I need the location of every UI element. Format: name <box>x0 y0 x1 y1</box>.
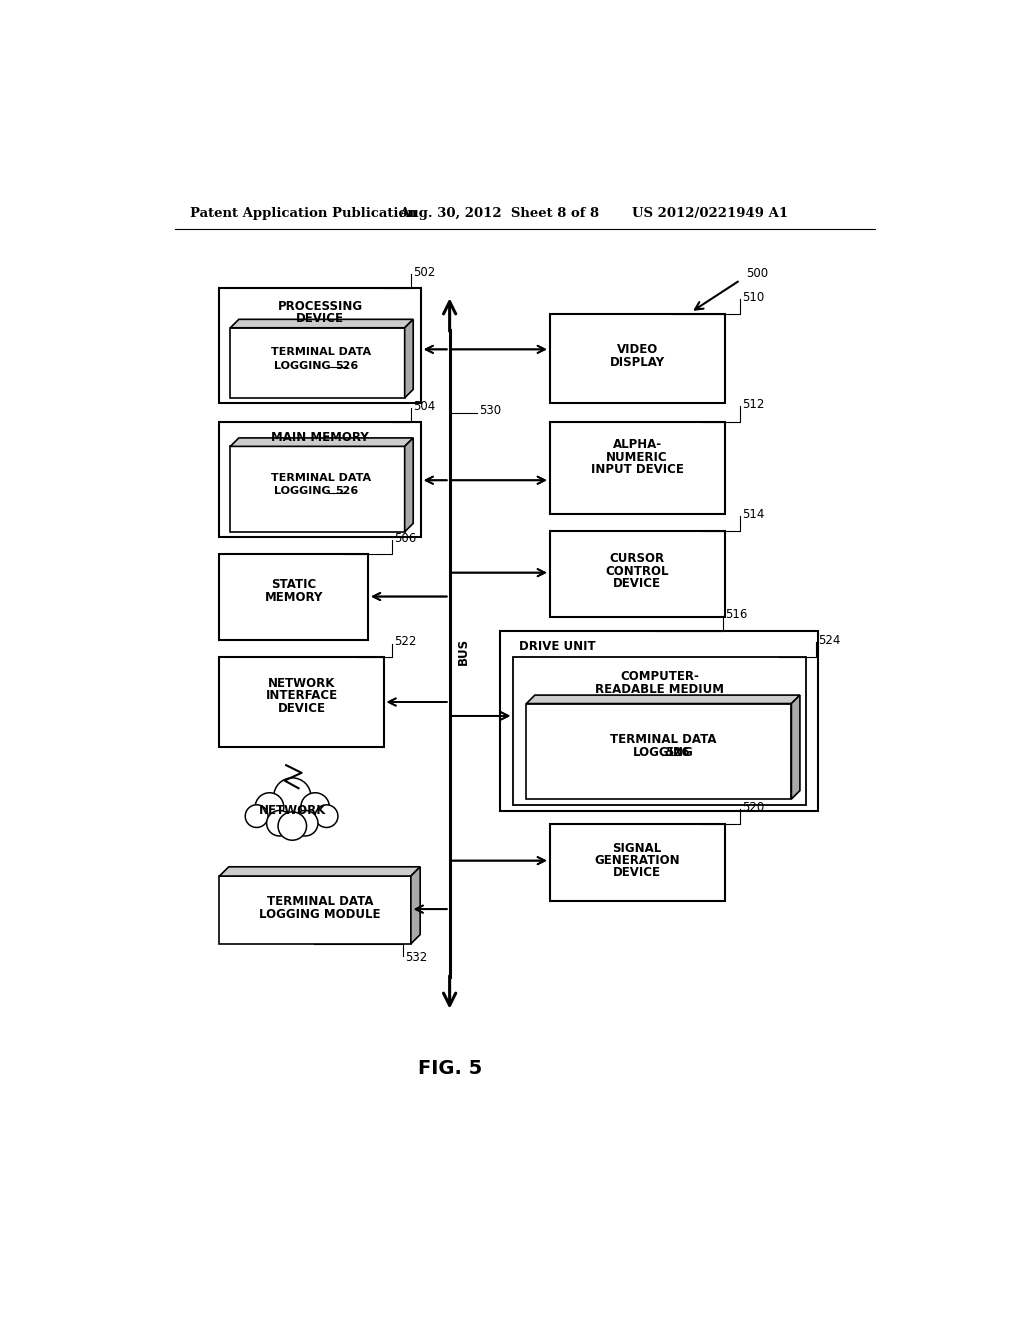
Text: CONTROL: CONTROL <box>605 565 669 578</box>
Bar <box>550 422 725 515</box>
Bar <box>219 657 384 747</box>
Text: TERMINAL DATA: TERMINAL DATA <box>609 733 716 746</box>
Polygon shape <box>230 319 414 327</box>
Bar <box>550 825 725 902</box>
Circle shape <box>292 810 318 836</box>
Text: 506: 506 <box>394 532 416 545</box>
Text: DEVICE: DEVICE <box>613 866 662 879</box>
Text: 526: 526 <box>335 360 358 371</box>
Text: 502: 502 <box>414 265 435 279</box>
Bar <box>500 631 818 812</box>
Bar <box>550 314 725 404</box>
Polygon shape <box>792 696 800 799</box>
Text: US 2012/0221949 A1: US 2012/0221949 A1 <box>632 207 787 220</box>
Text: SIGNAL: SIGNAL <box>612 842 662 855</box>
Polygon shape <box>411 867 420 944</box>
Text: NETWORK: NETWORK <box>268 677 335 690</box>
Text: DISPLAY: DISPLAY <box>609 356 665 370</box>
Circle shape <box>255 793 284 821</box>
Circle shape <box>273 777 311 814</box>
Bar <box>230 327 404 397</box>
Text: GENERATION: GENERATION <box>594 854 680 867</box>
Circle shape <box>245 805 268 828</box>
Circle shape <box>279 812 306 841</box>
Text: DEVICE: DEVICE <box>613 577 662 590</box>
Text: 530: 530 <box>479 404 501 417</box>
Circle shape <box>315 805 338 828</box>
Bar <box>219 876 411 944</box>
Polygon shape <box>404 319 414 397</box>
Text: INTERFACE: INTERFACE <box>265 689 338 702</box>
Circle shape <box>266 810 292 836</box>
Text: 526: 526 <box>665 746 690 759</box>
Text: 512: 512 <box>742 399 765 412</box>
Bar <box>219 554 369 640</box>
Bar <box>219 422 421 537</box>
Text: 516: 516 <box>726 607 748 620</box>
Bar <box>550 531 725 616</box>
Text: 504: 504 <box>414 400 435 413</box>
Text: Patent Application Publication: Patent Application Publication <box>190 207 417 220</box>
Bar <box>526 704 792 799</box>
Circle shape <box>301 793 330 821</box>
Text: 520: 520 <box>742 801 765 814</box>
Text: NUMERIC: NUMERIC <box>606 450 668 463</box>
Text: TERMINAL DATA: TERMINAL DATA <box>271 347 371 358</box>
Text: TERMINAL DATA: TERMINAL DATA <box>271 473 371 483</box>
Circle shape <box>266 810 292 836</box>
Text: DEVICE: DEVICE <box>278 702 326 714</box>
Text: BUS: BUS <box>457 638 470 665</box>
Text: NETWORK: NETWORK <box>259 804 326 817</box>
Text: 522: 522 <box>394 635 416 648</box>
Text: 526: 526 <box>335 486 358 496</box>
Bar <box>219 288 421 404</box>
Bar <box>513 657 806 805</box>
Text: Aug. 30, 2012  Sheet 8 of 8: Aug. 30, 2012 Sheet 8 of 8 <box>399 207 599 220</box>
Polygon shape <box>526 696 800 704</box>
Text: DEVICE: DEVICE <box>296 312 344 325</box>
Text: DRIVE UNIT: DRIVE UNIT <box>519 640 596 653</box>
Polygon shape <box>230 438 414 446</box>
Text: ALPHA-: ALPHA- <box>612 438 662 451</box>
Circle shape <box>245 805 268 828</box>
Text: TERMINAL DATA: TERMINAL DATA <box>266 895 373 908</box>
Circle shape <box>292 810 318 836</box>
Text: 510: 510 <box>742 290 765 304</box>
Text: 500: 500 <box>746 268 769 280</box>
Circle shape <box>273 777 311 814</box>
Circle shape <box>279 812 306 841</box>
Text: STATIC: STATIC <box>271 578 316 591</box>
Circle shape <box>301 793 330 821</box>
Text: READABLE MEDIUM: READABLE MEDIUM <box>595 684 724 696</box>
Text: FIG. 5: FIG. 5 <box>418 1059 481 1078</box>
Text: 524: 524 <box>818 634 841 647</box>
Circle shape <box>255 793 284 821</box>
Text: MAIN MEMORY: MAIN MEMORY <box>271 430 369 444</box>
Text: LOGGING: LOGGING <box>633 746 693 759</box>
Text: 514: 514 <box>742 508 765 520</box>
Text: PROCESSING: PROCESSING <box>278 300 362 313</box>
Text: MEMORY: MEMORY <box>264 591 323 603</box>
Text: CURSOR: CURSOR <box>609 552 665 565</box>
Text: LOGGING MODULE: LOGGING MODULE <box>259 908 381 921</box>
Polygon shape <box>404 438 414 532</box>
Circle shape <box>315 805 338 828</box>
Bar <box>230 446 404 532</box>
Text: VIDEO: VIDEO <box>616 343 657 356</box>
Text: LOGGING: LOGGING <box>274 486 331 496</box>
Text: 532: 532 <box>406 952 428 964</box>
Text: LOGGING: LOGGING <box>274 360 331 371</box>
Text: INPUT DEVICE: INPUT DEVICE <box>591 463 684 477</box>
Text: COMPUTER-: COMPUTER- <box>621 671 699 684</box>
Polygon shape <box>219 867 420 876</box>
